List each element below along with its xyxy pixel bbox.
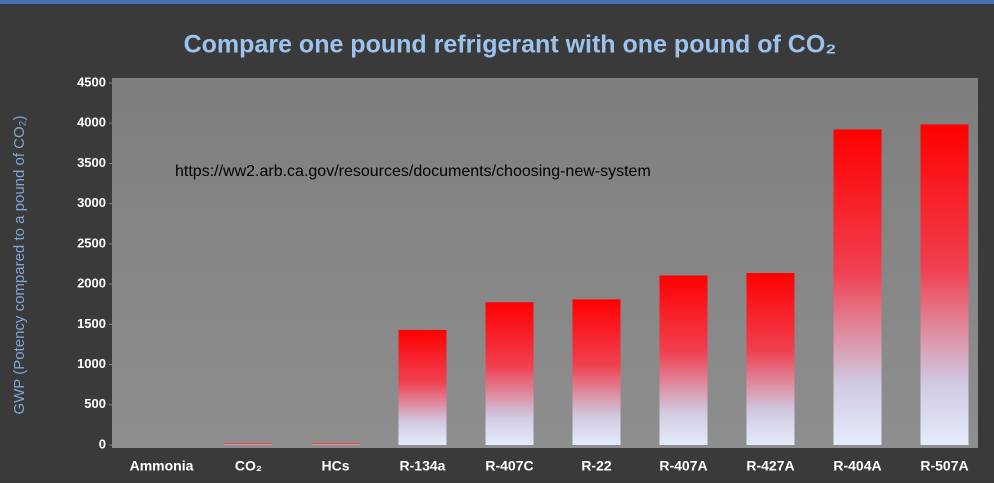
bar: [398, 329, 447, 445]
x-tick-label: R-427A: [746, 458, 794, 474]
y-tick-label: 1500: [77, 316, 106, 331]
y-tick-label: 3500: [77, 155, 106, 170]
x-tick-label: R-134a: [400, 458, 446, 474]
x-tick-label: HCs: [321, 458, 349, 474]
bar: [311, 443, 360, 445]
x-tick-label: Ammonia: [130, 458, 194, 474]
bar: [224, 443, 273, 445]
x-tick-label: R-404A: [833, 458, 881, 474]
x-tick-label: CO₂: [235, 458, 262, 474]
bar: [572, 299, 621, 445]
bar: [746, 273, 795, 445]
bar: [833, 129, 882, 445]
y-tick-label: 3000: [77, 195, 106, 210]
y-tick-label: 500: [84, 396, 106, 411]
y-tick-label: 1000: [77, 356, 106, 371]
x-tick-label: R-507A: [920, 458, 968, 474]
y-tick-label: 2500: [77, 235, 106, 250]
y-tick-label: 0: [99, 436, 106, 451]
border: [0, 0, 994, 4]
annotation: https://ww2.arb.ca.gov/resources/documen…: [175, 163, 651, 180]
x-tick-label: R-407A: [659, 458, 707, 474]
bar: [485, 302, 534, 445]
bar: [920, 124, 969, 445]
y-tick-label: 4500: [77, 74, 106, 89]
x-tick-label: R-407C: [485, 458, 533, 474]
bar: [659, 275, 708, 445]
chart-title: Compare one pound refrigerant with one p…: [184, 31, 837, 59]
x-tick-label: R-22: [581, 458, 612, 474]
y-axis-label: GWP (Potency compared to a pound of CO₂): [11, 115, 28, 414]
y-tick-label: 2000: [77, 276, 106, 291]
y-tick-label: 4000: [77, 115, 106, 130]
